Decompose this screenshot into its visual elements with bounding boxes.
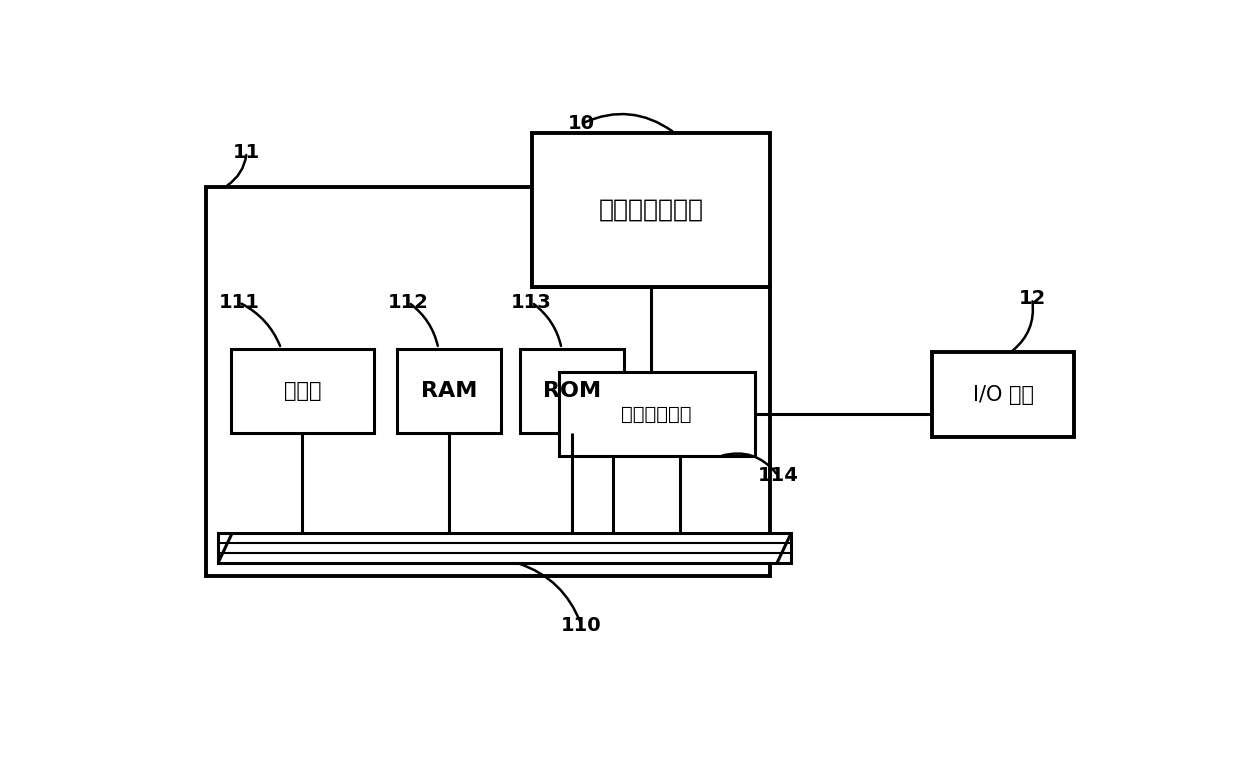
Bar	[218, 533, 791, 562]
Bar	[558, 372, 755, 456]
Text: 111: 111	[218, 293, 259, 312]
Text: 113: 113	[511, 293, 552, 312]
Text: 存储器存储装置: 存储器存储装置	[599, 198, 703, 222]
Text: 10: 10	[568, 114, 595, 134]
Text: ROM: ROM	[543, 381, 601, 401]
Text: 114: 114	[758, 466, 799, 485]
Text: I/O 装置: I/O 装置	[972, 385, 1034, 405]
Text: 12: 12	[1018, 289, 1045, 308]
Bar	[231, 348, 373, 433]
Bar	[520, 348, 624, 433]
Bar	[397, 348, 501, 433]
Text: RAM: RAM	[420, 381, 477, 401]
Bar	[532, 133, 770, 287]
Polygon shape	[206, 187, 770, 576]
Text: 110: 110	[562, 616, 601, 635]
Text: 数据传输接口: 数据传输接口	[621, 405, 692, 423]
Text: 11: 11	[233, 143, 260, 162]
Text: 处理器: 处理器	[284, 381, 321, 401]
Bar	[932, 352, 1074, 437]
Text: 112: 112	[388, 293, 429, 312]
